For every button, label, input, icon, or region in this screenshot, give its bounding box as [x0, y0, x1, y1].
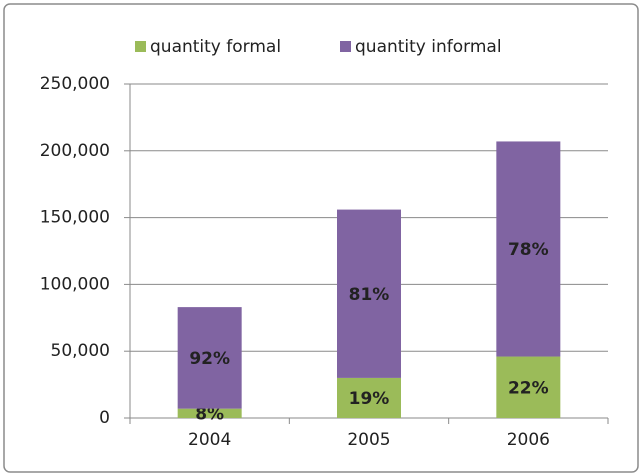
data-label: 22%	[508, 378, 549, 398]
chart-frame	[3, 3, 639, 473]
legend-label: quantity informal	[355, 37, 502, 57]
y-tick-label: 0	[99, 408, 110, 428]
y-tick-label: 100,000	[40, 274, 110, 294]
data-label: 19%	[349, 389, 390, 409]
x-tick-label: 2005	[347, 430, 390, 450]
legend-label: quantity formal	[150, 37, 281, 57]
bar-segment	[177, 307, 242, 409]
bar-segment	[496, 356, 561, 418]
data-label: 78%	[508, 240, 549, 260]
bar-segment	[177, 408, 242, 418]
y-tick-label: 200,000	[40, 141, 110, 161]
y-tick-label: 50,000	[51, 341, 110, 361]
legend-swatch	[135, 41, 146, 52]
y-tick-label: 150,000	[40, 208, 110, 228]
bar-segment	[337, 377, 401, 418]
data-label: 8%	[195, 404, 224, 424]
legend-swatch	[340, 41, 351, 52]
data-label: 92%	[189, 349, 230, 369]
bar-segment	[496, 141, 561, 357]
y-tick-label: 250,000	[40, 74, 110, 94]
data-label: 81%	[349, 285, 390, 305]
bar-segment	[337, 209, 401, 378]
x-tick-label: 2004	[188, 430, 231, 450]
x-tick-label: 2006	[507, 430, 550, 450]
